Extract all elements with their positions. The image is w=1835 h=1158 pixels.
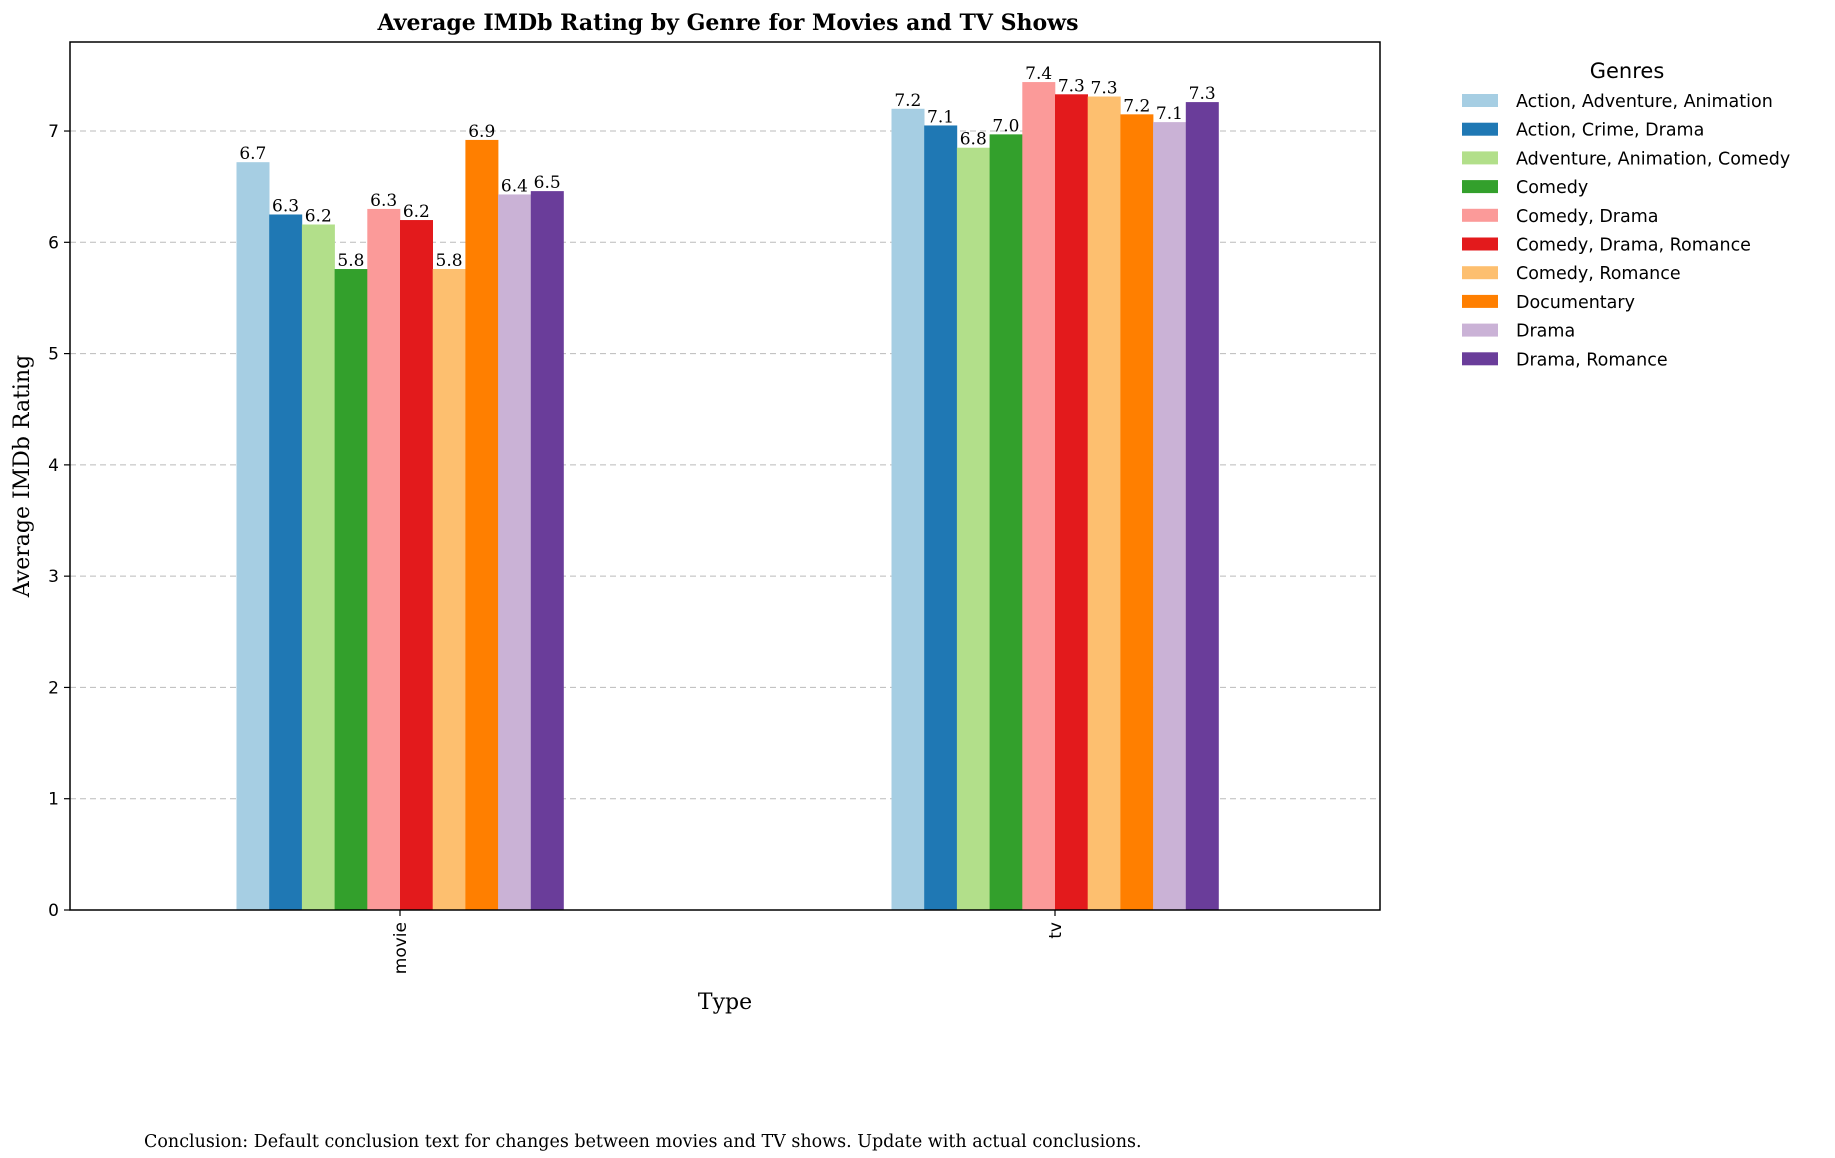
legend-entry: Documentary [1516,293,1635,313]
legend: Genres Action, Adventure, Animation Actio… [1462,59,1790,370]
chart-title: Average IMDb Rating by Genre for Movies … [377,10,1079,36]
bar [367,208,401,910]
bar [334,269,368,910]
bar [924,125,958,910]
legend-swatch [1462,180,1498,194]
bar-value-label: 7.3 [1189,84,1216,104]
bar [1055,94,1088,911]
y-tick-label: 5 [48,345,59,365]
bar-value-label: 6.3 [272,196,299,216]
bar-value-label: 7.0 [992,116,1019,136]
bar [269,214,303,910]
y-tick-label: 3 [48,567,59,587]
bar [956,147,990,910]
bar-labels: 6.7 7.2 6.3 7.1 6.2 6.8 5.8 7.0 6.3 7.4 6.2 7.3 5.8 7… [239,64,1215,271]
legend-swatch [1462,352,1498,366]
bar [530,191,564,911]
bar [236,162,270,910]
y-tick-label: 7 [48,122,59,142]
legend-entry: Comedy, Drama, Romance [1516,236,1751,256]
y-tick-label: 2 [48,678,59,698]
bar-value-label: 6.5 [534,173,561,193]
legend-swatch [1462,323,1498,337]
bar [498,194,532,910]
bar-value-label: 7.2 [894,91,921,111]
y-tick-label: 4 [48,456,59,476]
y-tick-label: 6 [48,233,59,253]
bar-value-label: 7.3 [1091,79,1118,99]
bar [1153,122,1187,911]
bar [891,108,925,911]
bar-value-label: 7.1 [1156,104,1183,124]
x-tick-label: tv [1046,922,1066,939]
bar [432,269,466,910]
conclusion-text: Conclusion: Default conclusion text for … [144,1132,1142,1152]
legend-swatch [1462,294,1498,308]
bar [1185,102,1219,911]
bar [465,139,499,910]
legend-entry: Comedy [1516,178,1588,198]
legend-entry: Comedy, Romance [1516,264,1681,284]
bar-value-label: 6.8 [960,130,987,150]
plot-frame [69,41,1381,911]
legend-entry: Comedy, Drama [1516,207,1659,227]
bar-value-label: 5.8 [436,251,463,271]
y-axis-label: Average IMDb Rating [10,355,35,598]
bar-value-label: 5.8 [337,251,364,271]
legend-swatch [1462,266,1498,280]
legend-title: Genres [1590,59,1665,83]
bar-value-label: 6.9 [468,122,495,142]
bar-value-label: 7.3 [1058,76,1085,96]
bars [236,82,1219,911]
bar [400,220,433,911]
x-ticks: movie tv [391,910,1066,974]
bar [989,134,1023,910]
bar-value-label: 6.4 [501,176,528,196]
bar [1120,114,1154,911]
legend-swatch [1462,151,1498,165]
bar-value-label: 7.2 [1123,96,1150,116]
bar-value-label: 6.2 [305,207,332,227]
legend-entry: Drama, Romance [1516,350,1668,370]
legend-swatch [1462,122,1498,136]
bar-value-label: 6.3 [370,191,397,211]
legend-entry: Action, Crime, Drama [1516,121,1704,141]
bar [301,224,335,910]
bar [1022,82,1056,911]
legend-entry: Action, Adventure, Animation [1516,92,1773,112]
bar-value-label: 6.2 [403,202,430,222]
bar-value-label: 7.1 [927,107,954,127]
legend-swatch [1462,208,1498,222]
bar-value-label: 7.4 [1025,64,1052,84]
legend-entry: Adventure, Animation, Comedy [1516,149,1790,169]
legend-swatch [1462,94,1498,107]
legend-entry: Drama [1516,322,1575,342]
y-tick-label: 1 [48,790,59,810]
x-tick-label: movie [391,922,411,974]
y-ticks: 0 1 2 3 4 5 6 7 [48,122,70,921]
y-tick-label: 0 [48,901,59,921]
x-axis-label: Type [698,990,752,1015]
bar [1087,96,1121,911]
bar-value-label: 6.7 [239,144,266,164]
legend-swatch [1462,237,1498,251]
